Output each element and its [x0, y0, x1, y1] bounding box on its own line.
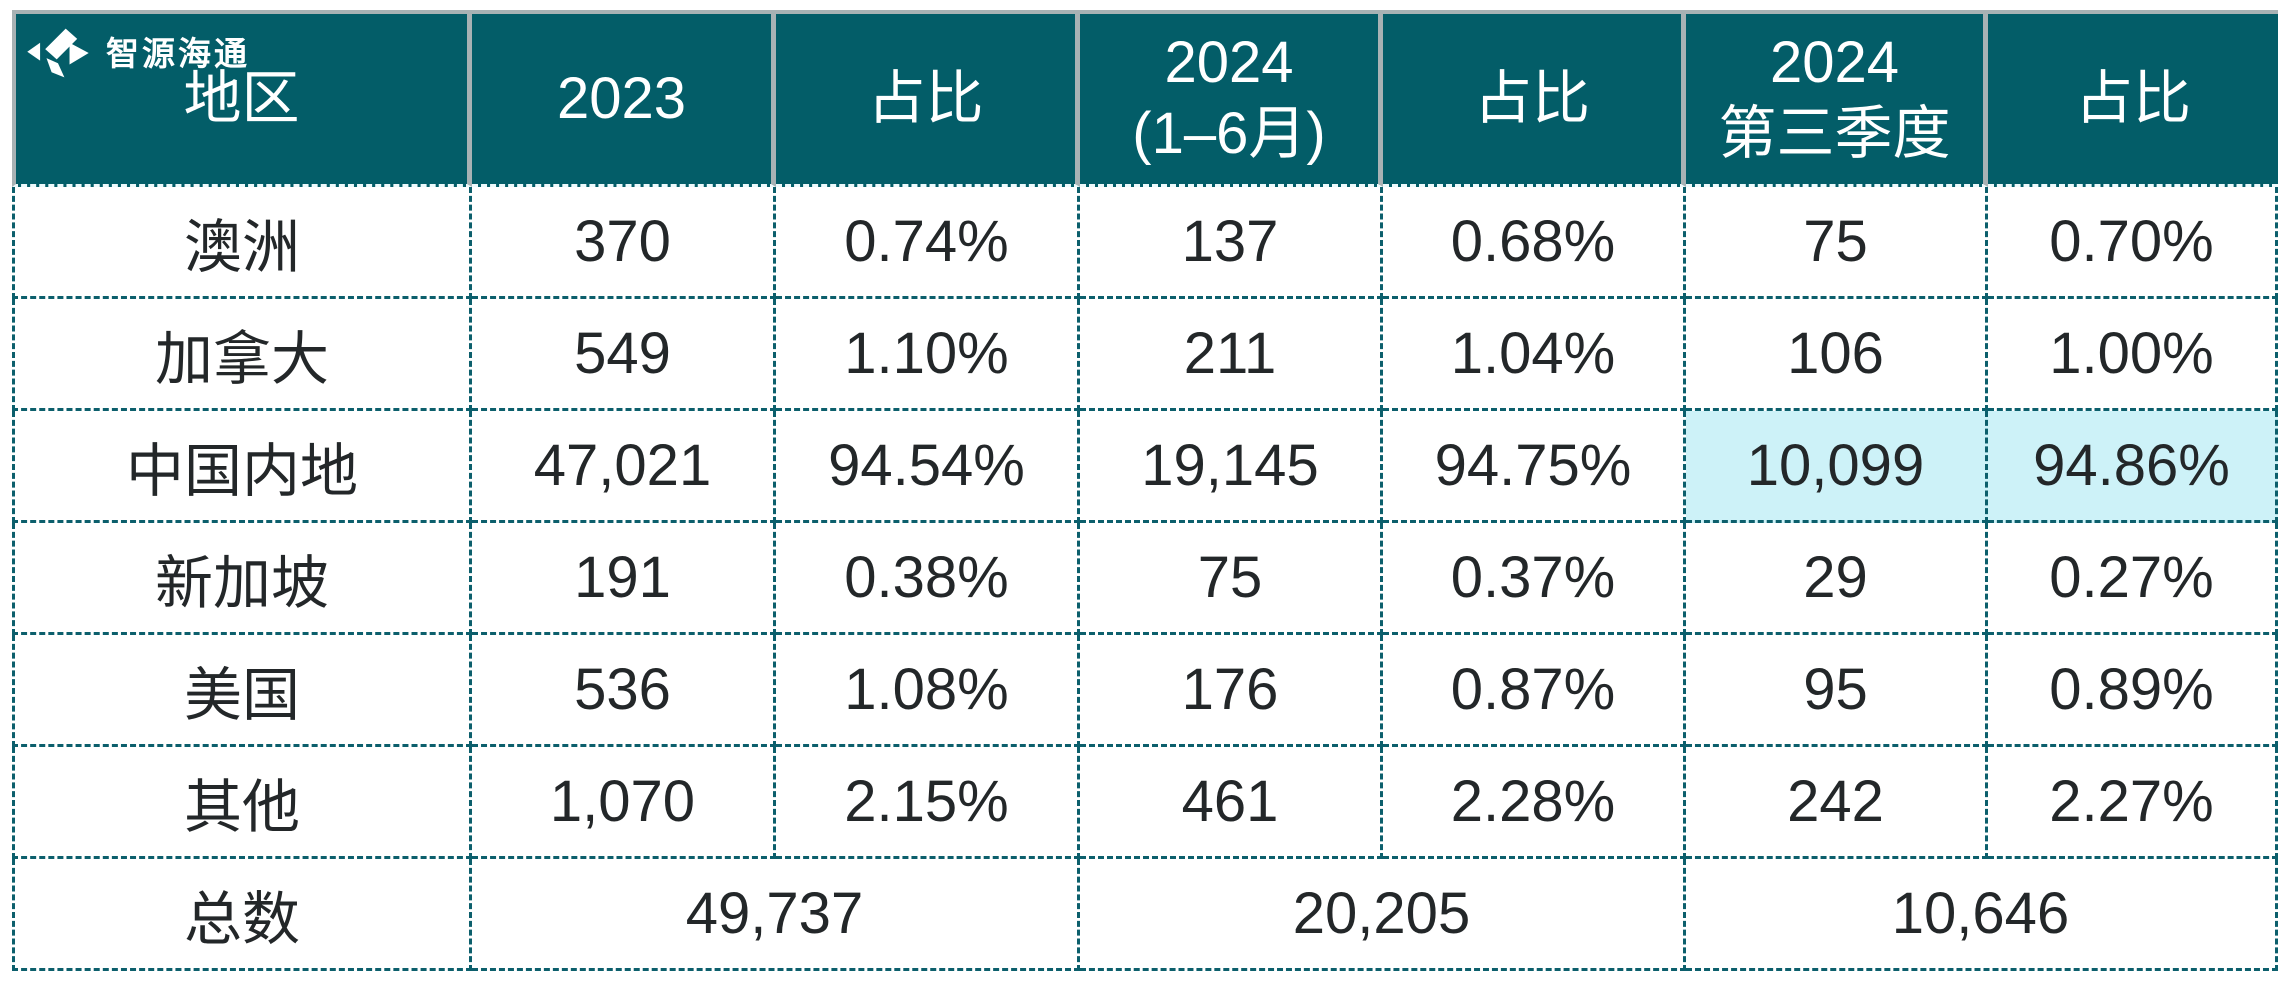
brand-name: 智源海通: [106, 34, 250, 72]
table-row: 加拿大 549 1.10% 211 1.04% 106 1.00%: [12, 299, 2278, 411]
value-cell: 0.38%: [776, 523, 1080, 635]
value-cell: 47,021: [472, 411, 776, 523]
value-cell: 211: [1080, 299, 1383, 411]
table-row: 中国内地 47,021 94.54% 19,145 94.75% 10,099 94.86%: [12, 411, 2278, 523]
col-header-line: 2024: [1769, 30, 1900, 96]
value-cell: 106: [1686, 299, 1988, 411]
value-cell: 242: [1686, 747, 1988, 859]
value-cell: 94.54%: [776, 411, 1080, 523]
value-cell: 94.75%: [1383, 411, 1686, 523]
col-header-line: 占比: [1473, 65, 1590, 131]
region-cell: 加拿大: [12, 299, 472, 411]
region-cell: 新加坡: [12, 523, 472, 635]
value-cell: 0.68%: [1383, 187, 1686, 299]
col-header-2: 占比: [776, 10, 1080, 187]
header-row: 地区 2023 占比 2024 (1–6月) 占比 2024 第三季度 占比: [12, 10, 2278, 187]
value-cell: 2.27%: [1988, 747, 2278, 859]
region-cell: 澳洲: [12, 187, 472, 299]
value-cell: 191: [472, 523, 776, 635]
col-header-1: 2023: [472, 10, 776, 187]
value-cell: 176: [1080, 635, 1383, 747]
col-header-line: (1–6月): [1132, 101, 1326, 166]
value-cell: 536: [472, 635, 776, 747]
table-body: 澳洲 370 0.74% 137 0.68% 75 0.70% 加拿大 549 1.10% 211 1…: [12, 187, 2278, 971]
value-cell: 0.74%: [776, 187, 1080, 299]
table-row: 其他 1,070 2.15% 461 2.28% 242 2.27%: [12, 747, 2278, 859]
value-cell: 1.00%: [1988, 299, 2278, 411]
col-header-line: 地区: [183, 65, 300, 131]
value-cell: 95: [1686, 635, 1988, 747]
col-header-line: 占比: [2074, 65, 2191, 131]
diamond-arrows-logo-icon: [27, 28, 89, 78]
total-value-cell: 10,646: [1686, 859, 2278, 971]
value-cell: 370: [472, 187, 776, 299]
total-row: 总数 49,737 20,205 10,646: [12, 859, 2278, 971]
col-header-0: 地区: [12, 10, 472, 187]
col-header-5: 2024 第三季度: [1686, 10, 1988, 187]
region-cell: 中国内地: [12, 411, 472, 523]
value-cell: 75: [1080, 523, 1383, 635]
total-value-cell: 20,205: [1080, 859, 1686, 971]
value-cell: 137: [1080, 187, 1383, 299]
value-cell: 2.28%: [1383, 747, 1686, 859]
value-cell: 1,070: [472, 747, 776, 859]
col-header-3: 2024 (1–6月): [1080, 10, 1383, 187]
region-cell: 美国: [12, 635, 472, 747]
table-row: 澳洲 370 0.74% 137 0.68% 75 0.70%: [12, 187, 2278, 299]
table-row: 美国 536 1.08% 176 0.87% 95 0.89%: [12, 635, 2278, 747]
col-header-line: 第三季度: [1718, 101, 1951, 166]
value-cell: 1.04%: [1383, 299, 1686, 411]
table-row: 新加坡 191 0.38% 75 0.37% 29 0.27%: [12, 523, 2278, 635]
brand-logo: 智源海通: [26, 18, 250, 88]
regions-table: 地区 2023 占比 2024 (1–6月) 占比 2024 第三季度 占比 澳洲 370 0.74…: [12, 10, 2278, 971]
region-cell: 其他: [12, 747, 472, 859]
col-header-6: 占比: [1988, 10, 2278, 187]
total-label-cell: 总数: [12, 859, 472, 971]
value-cell: 1.10%: [776, 299, 1080, 411]
total-value-cell: 49,737: [472, 859, 1080, 971]
value-cell: 0.27%: [1988, 523, 2278, 635]
value-cell: 0.70%: [1988, 187, 2278, 299]
value-cell: 0.37%: [1383, 523, 1686, 635]
value-cell: 0.87%: [1383, 635, 1686, 747]
highlighted-value-cell: 10,099: [1686, 411, 1988, 523]
col-header-line: 占比: [867, 65, 984, 131]
value-cell: 2.15%: [776, 747, 1080, 859]
highlighted-value-cell: 94.86%: [1988, 411, 2278, 523]
value-cell: 19,145: [1080, 411, 1383, 523]
col-header-line: 2024: [1164, 30, 1294, 96]
col-header-4: 占比: [1383, 10, 1686, 187]
value-cell: 1.08%: [776, 635, 1080, 747]
col-header-line: 2023: [556, 65, 687, 131]
value-cell: 461: [1080, 747, 1383, 859]
value-cell: 0.89%: [1988, 635, 2278, 747]
value-cell: 549: [472, 299, 776, 411]
value-cell: 75: [1686, 187, 1988, 299]
value-cell: 29: [1686, 523, 1988, 635]
